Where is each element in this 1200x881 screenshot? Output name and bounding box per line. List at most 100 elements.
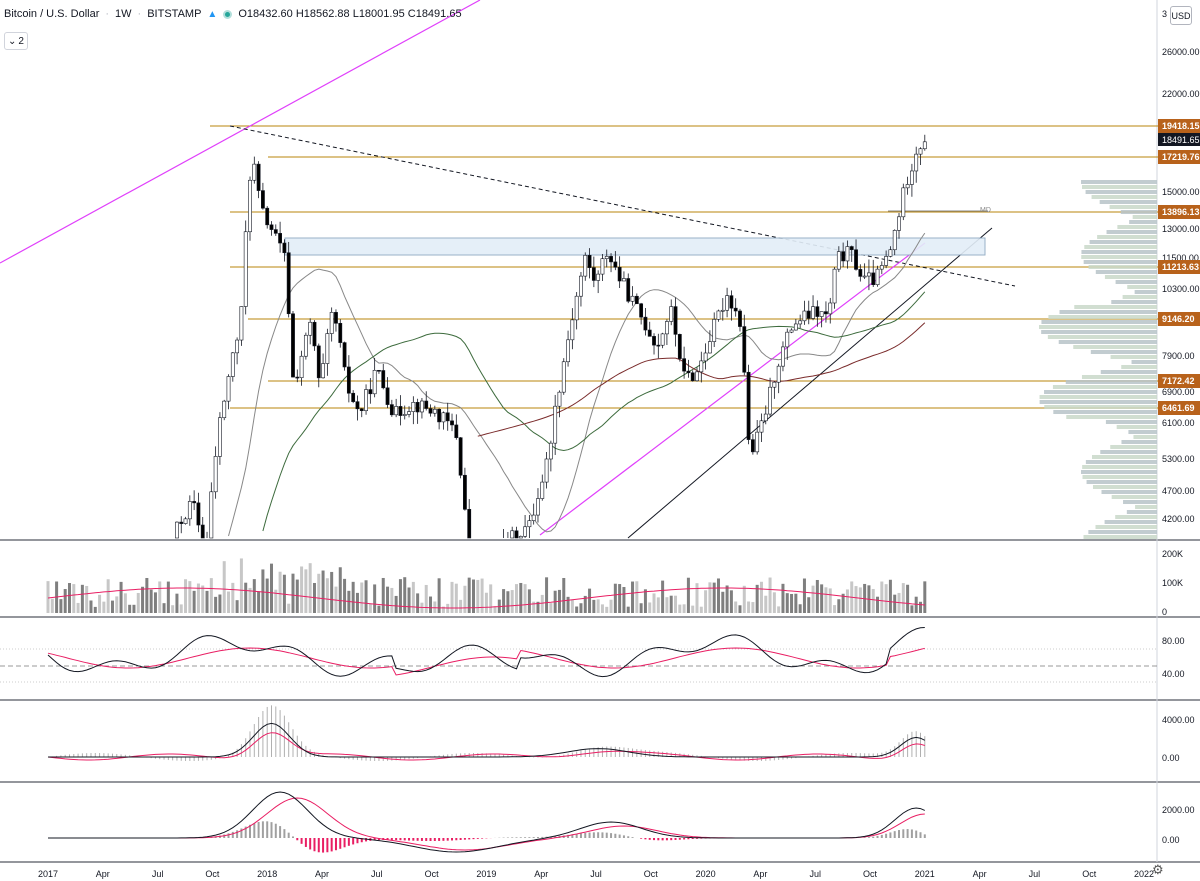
volume-bar xyxy=(841,593,845,613)
candle-body xyxy=(772,381,777,388)
candle-body xyxy=(183,518,188,524)
volume-bar xyxy=(674,595,678,613)
candle-body xyxy=(707,341,712,354)
candle-body xyxy=(342,342,347,368)
candle-body xyxy=(278,233,282,244)
volume-bar xyxy=(656,597,660,613)
currency-button[interactable]: USD xyxy=(1170,6,1192,25)
price-tick-label: 6900.00 xyxy=(1162,387,1195,397)
volume-profile-bar xyxy=(1121,440,1157,444)
candle-body xyxy=(884,256,889,266)
volume-profile-bar xyxy=(1082,185,1157,189)
volume-bar xyxy=(145,577,149,613)
candle-body xyxy=(325,333,330,364)
volume-profile-bar xyxy=(1133,435,1157,439)
volume-bar xyxy=(579,603,583,613)
candle-body xyxy=(269,224,274,230)
indicators-collapse-button[interactable]: ⌄ 2 xyxy=(4,32,28,50)
volume-bar xyxy=(476,579,480,613)
volume-bar xyxy=(820,584,824,613)
candle-body xyxy=(789,329,794,333)
volume-bar xyxy=(562,577,566,613)
volume-profile-bar xyxy=(1039,325,1157,329)
candle-body xyxy=(389,404,394,416)
volume-bar xyxy=(308,563,312,613)
volume-bar xyxy=(76,602,80,613)
volume-profile-bar xyxy=(1132,215,1157,219)
candle-body xyxy=(286,252,291,315)
time-tick-label: Oct xyxy=(205,869,220,879)
volume-bar xyxy=(80,584,84,613)
candle-body xyxy=(824,311,828,315)
candle-body xyxy=(892,230,897,251)
volume-bar xyxy=(747,601,751,613)
candle-body xyxy=(914,153,919,172)
volume-bar xyxy=(188,581,192,613)
volume-bar xyxy=(205,590,209,613)
volume-bar xyxy=(454,583,458,613)
volume-bar xyxy=(235,600,239,613)
volume-bar xyxy=(123,593,127,613)
candle-body xyxy=(192,501,197,504)
volume-bar xyxy=(704,590,708,613)
volume-bar xyxy=(772,592,776,613)
chart-type-icon[interactable]: ▲ xyxy=(207,8,218,20)
rsi-tick-label: 80.00 xyxy=(1162,636,1185,646)
osc-tick-label: 0.00 xyxy=(1162,753,1180,763)
volume-bar xyxy=(330,571,334,613)
candle-body xyxy=(656,344,661,347)
volume-bar xyxy=(196,583,200,613)
volume-profile-bar xyxy=(1090,350,1157,354)
candle-body xyxy=(359,408,364,412)
volume-profile-bar xyxy=(1117,225,1157,229)
candle-body xyxy=(712,319,717,342)
candle-body xyxy=(557,391,562,407)
candle-body xyxy=(291,313,295,378)
volume-bar xyxy=(794,593,798,613)
volume-profile-bar xyxy=(1120,210,1157,214)
volume-bar xyxy=(729,590,733,613)
candle-body xyxy=(686,370,691,374)
volume-bar xyxy=(166,581,170,613)
candle-body xyxy=(407,411,411,415)
price-level-tag xyxy=(1158,260,1200,274)
candle-body xyxy=(750,439,755,453)
candle-body xyxy=(394,406,399,416)
candle-body xyxy=(226,376,231,402)
volume-bar xyxy=(777,606,781,613)
volume-bar xyxy=(489,584,493,613)
candle-body xyxy=(836,251,841,270)
interval-label[interactable]: 1W xyxy=(115,8,132,20)
volume-profile-bar xyxy=(1135,505,1157,509)
moving-average-20 xyxy=(228,232,926,537)
candle-body xyxy=(695,371,699,382)
candle-body xyxy=(213,456,218,493)
candle-body xyxy=(793,323,798,331)
candle-body xyxy=(411,402,416,412)
volume-profile-bar xyxy=(1082,475,1157,479)
candle-body xyxy=(308,321,313,336)
candle-body xyxy=(514,530,519,539)
candle-body xyxy=(871,272,876,286)
volume-bar xyxy=(815,579,819,613)
gear-icon[interactable]: ⚙ xyxy=(1152,862,1164,877)
volume-profile-bar xyxy=(1129,220,1157,224)
volume-bar xyxy=(441,606,445,613)
volume-bar xyxy=(527,589,531,613)
candle-body xyxy=(321,363,325,379)
volume-bar xyxy=(768,577,772,613)
volume-profile-bar xyxy=(1123,500,1157,504)
volume-bar xyxy=(622,587,626,613)
volume-bar xyxy=(639,603,643,613)
volume-bar xyxy=(532,601,536,613)
volume-profile-bar xyxy=(1121,365,1157,369)
candle-body xyxy=(609,256,613,263)
volume-profile-bar xyxy=(1052,385,1157,389)
candle-body xyxy=(755,431,760,453)
time-tick-label: Oct xyxy=(425,869,440,879)
volume-profile-bar xyxy=(1099,200,1157,204)
symbol-title[interactable]: Bitcoin / U.S. Dollar xyxy=(4,8,100,20)
volume-bar xyxy=(811,585,815,613)
volume-bar xyxy=(506,591,510,613)
